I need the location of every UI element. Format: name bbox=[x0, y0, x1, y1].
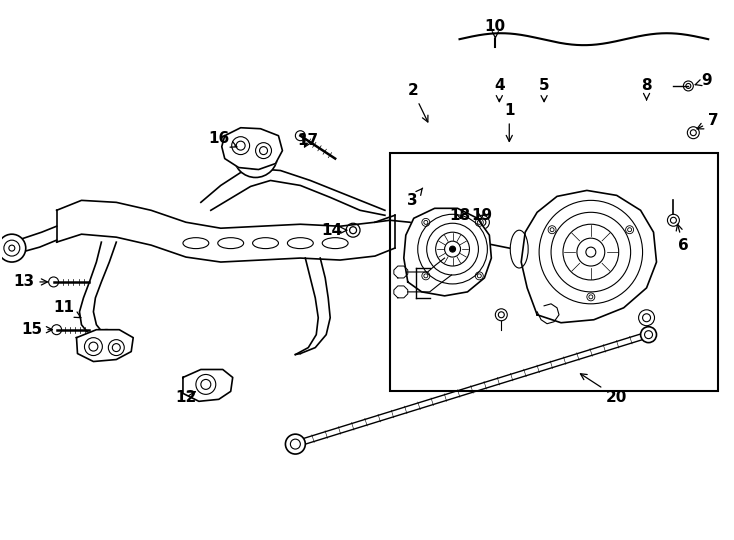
Text: 3: 3 bbox=[407, 188, 423, 208]
Text: 11: 11 bbox=[53, 300, 81, 318]
Text: 14: 14 bbox=[321, 222, 346, 238]
Text: 7: 7 bbox=[697, 113, 719, 129]
Circle shape bbox=[92, 330, 120, 357]
Text: 19: 19 bbox=[470, 208, 492, 223]
Text: 8: 8 bbox=[642, 78, 652, 100]
Circle shape bbox=[233, 134, 277, 178]
Text: 1: 1 bbox=[504, 103, 515, 141]
Circle shape bbox=[232, 137, 250, 154]
Text: 13: 13 bbox=[13, 274, 48, 289]
Text: 5: 5 bbox=[539, 78, 549, 102]
Text: 2: 2 bbox=[407, 83, 428, 122]
Circle shape bbox=[641, 327, 656, 342]
Circle shape bbox=[84, 338, 102, 355]
Text: 15: 15 bbox=[21, 322, 52, 337]
Polygon shape bbox=[76, 330, 133, 361]
Text: 10: 10 bbox=[484, 19, 506, 38]
Text: 4: 4 bbox=[494, 78, 505, 102]
Circle shape bbox=[449, 246, 456, 252]
Bar bbox=[390, 153, 718, 392]
Circle shape bbox=[286, 434, 305, 454]
Circle shape bbox=[0, 234, 26, 262]
Polygon shape bbox=[521, 191, 656, 323]
Polygon shape bbox=[183, 369, 233, 401]
Circle shape bbox=[196, 374, 216, 394]
Text: 6: 6 bbox=[676, 224, 688, 253]
Text: 9: 9 bbox=[695, 73, 711, 89]
Text: 16: 16 bbox=[208, 131, 237, 147]
Text: 17: 17 bbox=[298, 133, 319, 148]
Text: 12: 12 bbox=[175, 390, 197, 405]
Text: 18: 18 bbox=[449, 208, 470, 223]
Polygon shape bbox=[404, 208, 491, 296]
Text: 20: 20 bbox=[581, 374, 628, 405]
Polygon shape bbox=[222, 128, 283, 170]
Circle shape bbox=[109, 340, 124, 355]
Circle shape bbox=[255, 143, 272, 159]
